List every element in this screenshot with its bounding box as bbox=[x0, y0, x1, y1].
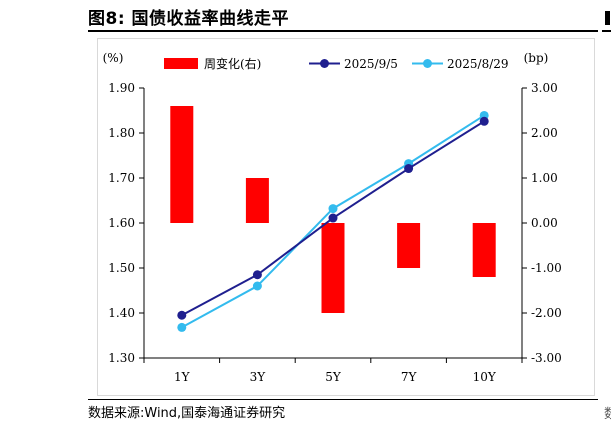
x-axis-tick-label: 10Y bbox=[473, 370, 497, 384]
left-axis-tick-label: 1.90 bbox=[108, 81, 135, 95]
left-axis-tick-label: 1.30 bbox=[108, 351, 135, 365]
series-point-2025-9-5-10y bbox=[479, 116, 489, 126]
x-axis-tick-label: 3Y bbox=[250, 370, 267, 384]
right-axis-tick-label: 1.00 bbox=[531, 171, 558, 185]
adjacent-figure-edge-text: 数 bbox=[604, 407, 611, 422]
right-axis-tick-label: 0.00 bbox=[531, 216, 558, 230]
legend-series-2-label: 2025/8/29 bbox=[447, 57, 509, 71]
right-axis-tick-label: 2.00 bbox=[531, 126, 558, 140]
right-axis-tick-label: 3.00 bbox=[531, 81, 558, 95]
legend-bar-swatch bbox=[164, 58, 198, 69]
series-point-2025-9-5-5y bbox=[328, 213, 338, 223]
left-axis-tick-label: 1.80 bbox=[108, 126, 135, 140]
legend-series-2-marker bbox=[423, 59, 432, 68]
x-axis-tick-label: 5Y bbox=[325, 370, 342, 384]
legend-series-1-marker bbox=[320, 59, 329, 68]
chart-frame bbox=[97, 38, 595, 396]
series-point-2025-8-29-1y bbox=[177, 322, 187, 332]
legend-bar-label: 周变化(右) bbox=[204, 56, 261, 71]
left-axis-unit: (%) bbox=[103, 51, 124, 65]
x-axis-tick-label: 1Y bbox=[174, 370, 191, 384]
legend: 周变化(右) 2025/9/5 2025/8/29 bbox=[164, 56, 509, 71]
right-axis-unit: (bp) bbox=[524, 51, 549, 65]
source-note: 数据来源:Wind,国泰海通证券研究 bbox=[88, 406, 286, 421]
bar-10y bbox=[472, 223, 496, 277]
left-axis-tick-label: 1.60 bbox=[108, 216, 135, 230]
figure-title: 图8: 国债收益率曲线走平 bbox=[88, 9, 290, 29]
title-rule bbox=[88, 30, 598, 32]
right-axis-tick-label: -1.00 bbox=[531, 261, 562, 275]
x-axis-tick-label: 7Y bbox=[401, 370, 418, 384]
bar-5y bbox=[321, 223, 345, 313]
left-axis-tick-label: 1.40 bbox=[108, 306, 135, 320]
series-point-2025-9-5-1y bbox=[177, 310, 187, 320]
right-axis-tick-label: -3.00 bbox=[531, 351, 562, 365]
series-point-2025-8-29-5y bbox=[328, 204, 338, 214]
series-point-2025-9-5-3y bbox=[252, 270, 262, 280]
series-point-2025-9-5-7y bbox=[404, 164, 414, 174]
legend-series-1-label: 2025/9/5 bbox=[344, 57, 398, 71]
bar-7y bbox=[397, 223, 421, 268]
bar-1y bbox=[170, 106, 194, 223]
left-axis-tick-label: 1.70 bbox=[108, 171, 135, 185]
adjacent-figure-edge bbox=[605, 11, 610, 25]
series-point-2025-8-29-3y bbox=[252, 281, 262, 291]
source-rule bbox=[88, 399, 598, 400]
bar-3y bbox=[245, 178, 269, 223]
left-axis-tick-label: 1.50 bbox=[108, 261, 135, 275]
adjacent-figure-rule bbox=[602, 30, 611, 32]
right-axis-tick-label: -2.00 bbox=[531, 306, 562, 320]
